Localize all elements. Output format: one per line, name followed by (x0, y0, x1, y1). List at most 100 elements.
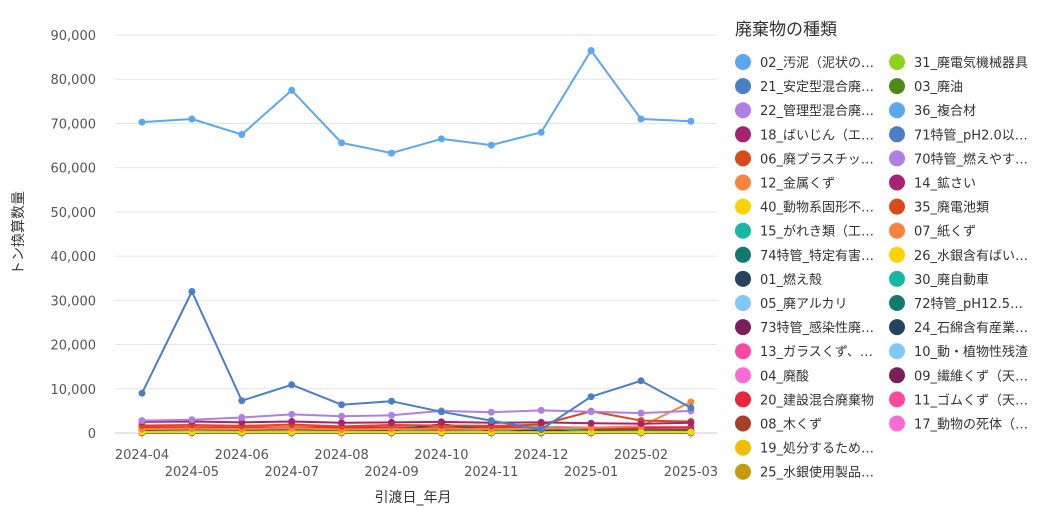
legend-marker (735, 174, 751, 191)
data-point[interactable] (338, 139, 346, 147)
data-point[interactable] (388, 397, 395, 405)
x-tick-label: 2024-07 (265, 465, 319, 480)
legend-item[interactable]: 31_廃電気機械器具 (889, 54, 1028, 71)
data-point[interactable] (537, 426, 545, 433)
data-point[interactable] (138, 417, 146, 425)
data-point[interactable] (637, 409, 645, 417)
legend-item[interactable]: 74特管_特定有害… (735, 246, 874, 264)
data-point[interactable] (138, 389, 146, 397)
data-point[interactable] (537, 406, 545, 414)
data-point[interactable] (338, 419, 346, 427)
legend-item[interactable]: 01_燃え殻 (735, 270, 822, 288)
data-point[interactable] (637, 420, 645, 428)
legend-item[interactable]: 18_ばいじん（エ… (735, 126, 874, 143)
legend-item[interactable]: 08_木くず (735, 415, 822, 433)
legend-item[interactable]: 05_廃アルカリ (735, 295, 848, 312)
legend-item[interactable]: 07_紙くず (889, 222, 976, 240)
legend-item[interactable]: 24_石綿含有産業… (889, 319, 1028, 336)
legend-label: 20_建設混合廃棄物 (760, 392, 874, 408)
data-point[interactable] (288, 86, 296, 94)
legend-item[interactable]: 36_複合材 (889, 102, 976, 119)
legend-label: 73特管_感染性廃… (760, 320, 874, 336)
data-point[interactable] (587, 419, 595, 427)
data-point[interactable] (388, 411, 395, 419)
legend-item[interactable]: 26_水銀含有ばい… (889, 246, 1028, 264)
legend-label: 36_複合材 (914, 103, 976, 119)
legend-item[interactable]: 73特管_感染性廃… (735, 319, 874, 336)
legend-item[interactable]: 17_動物の死体（… (889, 415, 1028, 433)
data-point[interactable] (388, 149, 395, 157)
legend-marker (735, 150, 751, 167)
legend-label: 15_がれき類（工… (760, 225, 874, 240)
data-point[interactable] (138, 118, 146, 126)
data-point[interactable] (288, 418, 296, 425)
data-point[interactable] (487, 417, 495, 425)
legend-item[interactable]: 13_ガラスくず、… (735, 343, 873, 360)
data-point[interactable] (687, 419, 695, 427)
legend-item[interactable]: 14_鉱さい (889, 174, 976, 192)
legend-item[interactable]: 22_管理型混合廃… (735, 102, 874, 119)
legend-item[interactable]: 21_安定型混合廃… (735, 78, 874, 95)
data-point[interactable] (188, 288, 196, 295)
data-point[interactable] (188, 115, 196, 123)
legend-label: 12_金属くず (760, 176, 835, 192)
x-tick-label: 2024-08 (314, 448, 368, 463)
data-point[interactable] (587, 47, 595, 54)
legend-label: 72特管_pH12.5… (914, 297, 1023, 312)
legend-item[interactable]: 02_汚泥（泥状の… (735, 54, 874, 71)
data-point[interactable] (587, 408, 595, 416)
legend-item[interactable]: 72特管_pH12.5… (889, 295, 1023, 312)
legend-item[interactable]: 04_廃酸 (735, 367, 809, 384)
data-point[interactable] (238, 414, 246, 421)
data-point[interactable] (437, 135, 445, 143)
legend-item[interactable]: 06_廃プラスチッ… (735, 150, 874, 167)
series (138, 47, 695, 157)
x-tick-label: 2025-01 (564, 465, 618, 480)
y-tick-label: 80,000 (51, 73, 97, 88)
legend-item[interactable]: 25_水銀使用製品… (735, 463, 874, 481)
data-point[interactable] (687, 398, 695, 406)
legend-marker (889, 222, 905, 239)
data-point[interactable] (288, 381, 296, 389)
data-point[interactable] (687, 428, 695, 436)
data-point[interactable] (587, 393, 595, 401)
data-point[interactable] (437, 418, 445, 426)
data-point[interactable] (637, 377, 645, 385)
data-point[interactable] (437, 408, 445, 416)
data-point[interactable] (537, 128, 545, 136)
legend-label: 25_水銀使用製品… (760, 465, 874, 481)
data-point[interactable] (637, 115, 645, 123)
data-point[interactable] (238, 131, 246, 138)
data-point[interactable] (487, 141, 495, 149)
data-point[interactable] (487, 408, 495, 416)
legend-item[interactable]: 40_動物系固形不… (735, 198, 874, 216)
data-point[interactable] (637, 428, 645, 436)
legend-item[interactable]: 30_廃自動車 (889, 270, 989, 288)
data-point[interactable] (338, 401, 346, 409)
data-point[interactable] (338, 412, 346, 420)
data-point[interactable] (537, 418, 545, 426)
data-point[interactable] (687, 117, 695, 125)
legend-marker (735, 246, 751, 263)
legend-item[interactable]: 20_建設混合廃棄物 (735, 391, 874, 408)
legend-item[interactable]: 35_廃電池類 (889, 198, 989, 216)
data-point[interactable] (687, 404, 695, 412)
data-point[interactable] (388, 418, 395, 426)
x-tick-label: 2024-06 (215, 448, 269, 463)
data-point[interactable] (238, 418, 246, 426)
legend-label: 70特管_燃えやす… (914, 151, 1028, 167)
legend: 02_汚泥（泥状の… 21_安定型混合廃… 22_管理型混合廃… 18_ばいじん（エ…… (735, 54, 1028, 481)
data-point[interactable] (288, 410, 296, 418)
legend-marker (735, 319, 751, 336)
data-point[interactable] (188, 416, 196, 424)
legend-item[interactable]: 15_がれき類（工… (735, 222, 874, 240)
legend-item[interactable]: 10_動・植物性残渣 (889, 343, 1028, 360)
legend-item[interactable]: 03_廃油 (889, 78, 963, 95)
legend-item[interactable]: 12_金属くず (735, 174, 835, 192)
legend-item[interactable]: 71特管_pH2.0以… (889, 126, 1028, 143)
legend-item[interactable]: 19_処分するため… (735, 439, 874, 457)
data-point[interactable] (238, 397, 246, 405)
legend-item[interactable]: 70特管_燃えやす… (889, 150, 1028, 167)
legend-item[interactable]: 11_ゴムくず（天… (889, 391, 1028, 408)
legend-item[interactable]: 09_繊維くず（天… (889, 367, 1028, 384)
